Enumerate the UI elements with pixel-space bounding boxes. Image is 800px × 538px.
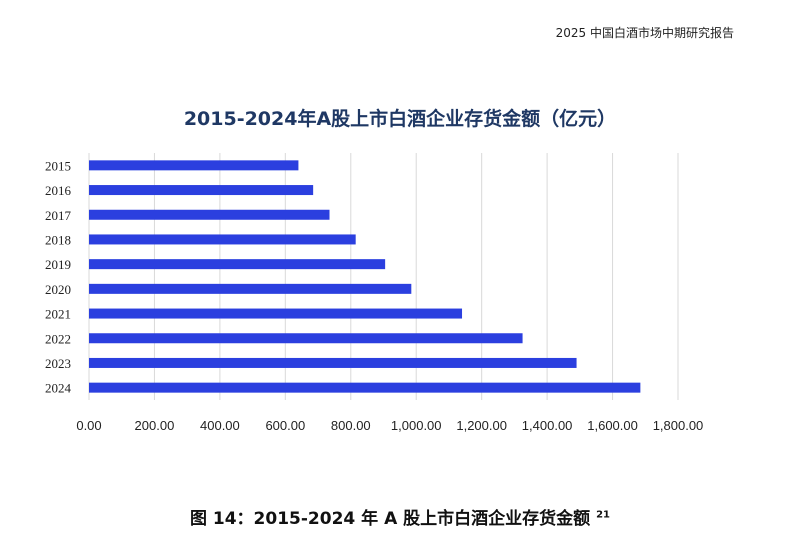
bar-2020 <box>89 283 412 294</box>
x-tick-label: 400.00 <box>200 418 240 433</box>
y-tick-label: 2018 <box>45 232 71 247</box>
y-tick-label: 2022 <box>45 331 71 346</box>
y-tick-label: 2020 <box>45 282 71 297</box>
caption-text: 图 14：2015-2024 年 A 股上市白酒企业存货金额 <box>189 509 591 529</box>
x-tick-label: 1,000.00 <box>391 418 442 433</box>
x-tick-label: 1,400.00 <box>522 418 573 433</box>
bar-2017 <box>89 209 330 220</box>
x-tick-label: 1,600.00 <box>587 418 638 433</box>
chart-title: 2015-2024年A股上市白酒企业存货金额（亿元） <box>183 108 617 130</box>
report-header: 2025 中国白酒市场中期研究报告 <box>555 26 734 40</box>
bar-2018 <box>89 234 356 245</box>
y-tick-label: 2019 <box>45 257 71 272</box>
bar-chart: 2015 2016 2017 2018 2019 2020 2021 2022 2023 2024… <box>45 153 704 433</box>
bar-2016 <box>89 185 314 196</box>
y-tick-label: 2017 <box>45 208 72 223</box>
bar-2023 <box>89 357 577 368</box>
bar-2024 <box>89 382 641 393</box>
bar-2022 <box>89 333 523 344</box>
caption-footnote: 21 <box>596 509 610 521</box>
x-tick-label: 600.00 <box>265 418 305 433</box>
x-tick-label: 1,800.00 <box>653 418 704 433</box>
y-tick-label: 2015 <box>45 158 71 173</box>
y-tick-label: 2023 <box>45 356 71 371</box>
bar-2015 <box>89 160 299 171</box>
bar-2019 <box>89 259 386 270</box>
x-tick-label: 0.00 <box>76 418 101 433</box>
x-tick-label: 1,200.00 <box>456 418 507 433</box>
y-tick-label: 2016 <box>45 183 72 198</box>
y-tick-label: 2021 <box>45 307 71 322</box>
y-tick-label: 2024 <box>45 381 72 396</box>
figure-caption: 图 14：2015-2024 年 A 股上市白酒企业存货金额 21 <box>0 504 800 529</box>
x-tick-label: 800.00 <box>331 418 371 433</box>
bar-2021 <box>89 308 463 319</box>
x-tick-label: 200.00 <box>135 418 175 433</box>
